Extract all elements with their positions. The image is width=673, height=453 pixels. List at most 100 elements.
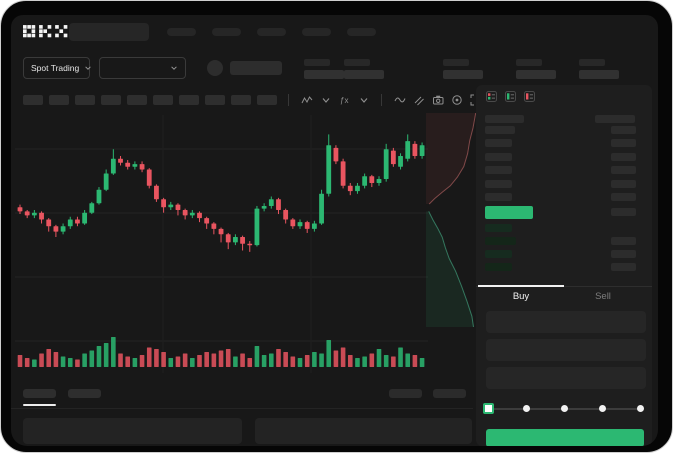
ask-price-placeholder[interactable]: [485, 166, 512, 175]
okx-logo[interactable]: OKX: [23, 25, 68, 38]
ask-amount-placeholder: [611, 126, 636, 134]
timeframe-slot[interactable]: [257, 95, 277, 105]
candlestick-chart[interactable]: [15, 115, 428, 373]
stat-label-placeholder: [304, 59, 330, 66]
fx-indicators-icon[interactable]: ƒx: [338, 94, 351, 107]
total-input-placeholder[interactable]: [486, 367, 646, 389]
bottom-action-1[interactable]: [389, 389, 422, 398]
stat-value-placeholder: [516, 70, 556, 79]
ask-amount-placeholder: [611, 152, 636, 161]
nav-item-placeholder[interactable]: [167, 28, 196, 36]
bid-price-placeholder[interactable]: [485, 224, 512, 232]
camera-icon[interactable]: [431, 94, 444, 107]
coin-name-placeholder: [230, 61, 282, 75]
slider-handle[interactable]: [482, 403, 494, 414]
nav-item-placeholder[interactable]: [257, 28, 286, 36]
amount-input-placeholder[interactable]: [486, 339, 646, 361]
bottom-active-tab-indicator: [23, 404, 56, 406]
timeframe-slot[interactable]: [127, 95, 147, 105]
active-tab-indicator: [478, 285, 564, 287]
search-placeholder[interactable]: [69, 23, 149, 41]
bid-amount-placeholder: [611, 250, 636, 258]
ask-amount-placeholder: [611, 193, 636, 201]
chevron-down-icon: [85, 66, 91, 70]
line-wave-icon[interactable]: [393, 94, 406, 107]
price-input-placeholder[interactable]: [486, 311, 646, 333]
bid-price-placeholder[interactable]: [485, 237, 516, 245]
ask-amount-placeholder: [611, 139, 636, 148]
order-book-col-header-price: [485, 115, 524, 123]
bid-price-placeholder[interactable]: [485, 263, 512, 271]
last-price-amount-placeholder: [611, 208, 636, 216]
timeframe-slot[interactable]: [231, 95, 251, 105]
bottom-tab-history[interactable]: [68, 389, 101, 398]
bid-amount-placeholder: [611, 263, 636, 271]
stat-label-placeholder: [516, 59, 542, 66]
svg-text:ƒx: ƒx: [340, 96, 348, 105]
timeframe-slot[interactable]: [205, 95, 225, 105]
bottom-panel-right: [255, 418, 472, 444]
bottom-divider: [11, 408, 473, 409]
stat-value-placeholder: [579, 70, 619, 79]
last-price-highlight[interactable]: [485, 206, 533, 219]
ask-price-placeholder[interactable]: [485, 139, 512, 148]
ask-price-placeholder[interactable]: [485, 126, 515, 134]
app-screen: OKX Spot Trading: [11, 15, 658, 446]
timeframe-slot[interactable]: [153, 95, 173, 105]
chart-type-icon[interactable]: [300, 94, 313, 107]
depth-chart: [426, 113, 477, 327]
timeframe-slot[interactable]: [23, 95, 43, 105]
market-type-label: Spot Trading: [31, 63, 80, 73]
trade-tabs-divider: [476, 286, 652, 287]
slider-step-dot[interactable]: [522, 405, 530, 412]
timeframe-slot[interactable]: [49, 95, 69, 105]
bottom-action-2[interactable]: [433, 389, 466, 398]
draw-icon[interactable]: [412, 94, 425, 107]
submit-order-button[interactable]: [486, 429, 644, 446]
ask-amount-placeholder: [611, 179, 636, 188]
bottom-panel-left: [23, 418, 242, 444]
main-nav: [167, 28, 376, 36]
nav-item-placeholder[interactable]: [347, 28, 376, 36]
stat-label-placeholder: [579, 59, 605, 66]
stat-label-placeholder: [443, 59, 469, 66]
stat-value-placeholder: [344, 70, 384, 79]
chevron-down-icon[interactable]: [357, 94, 370, 107]
settings-icon[interactable]: [450, 94, 463, 107]
okx-logo-icon: [23, 25, 68, 38]
book-bids-icon[interactable]: [505, 91, 516, 102]
ask-price-placeholder[interactable]: [485, 152, 512, 161]
book-all-icon[interactable]: [486, 91, 497, 102]
book-asks-icon[interactable]: [524, 91, 535, 102]
slider-step-dot[interactable]: [636, 405, 644, 412]
order-book-col-header-amount: [595, 115, 635, 123]
coin-avatar: [207, 60, 223, 76]
stat-value-placeholder: [443, 70, 483, 79]
order-book-panel: Buy Sell: [476, 85, 652, 446]
chart-toolbar: ƒx: [23, 93, 482, 107]
nav-item-placeholder[interactable]: [212, 28, 241, 36]
timeframe-slot[interactable]: [101, 95, 121, 105]
tab-sell[interactable]: Sell: [595, 291, 611, 302]
slider-step-dot[interactable]: [598, 405, 606, 412]
ask-price-placeholder[interactable]: [485, 179, 512, 188]
bid-price-placeholder[interactable]: [485, 250, 512, 258]
stat-label-placeholder: [344, 59, 370, 66]
ask-amount-placeholder: [611, 166, 636, 175]
tab-buy[interactable]: Buy: [512, 291, 530, 302]
timeframe-slot[interactable]: [179, 95, 199, 105]
ask-price-placeholder[interactable]: [485, 193, 512, 201]
timeframe-slot[interactable]: [75, 95, 95, 105]
chevron-down-icon[interactable]: [319, 94, 332, 107]
nav-item-placeholder[interactable]: [302, 28, 331, 36]
toolbar-divider: [381, 94, 382, 106]
market-type-dropdown[interactable]: Spot Trading: [23, 57, 91, 79]
chevron-down-icon: [171, 66, 177, 70]
bottom-tab-open-orders[interactable]: [23, 389, 56, 398]
stat-value-placeholder: [304, 70, 344, 79]
toolbar-divider: [288, 94, 289, 106]
slider-step-dot[interactable]: [560, 405, 568, 412]
order-book-view-switcher: [486, 91, 535, 102]
pair-selector-dropdown[interactable]: [99, 57, 186, 79]
